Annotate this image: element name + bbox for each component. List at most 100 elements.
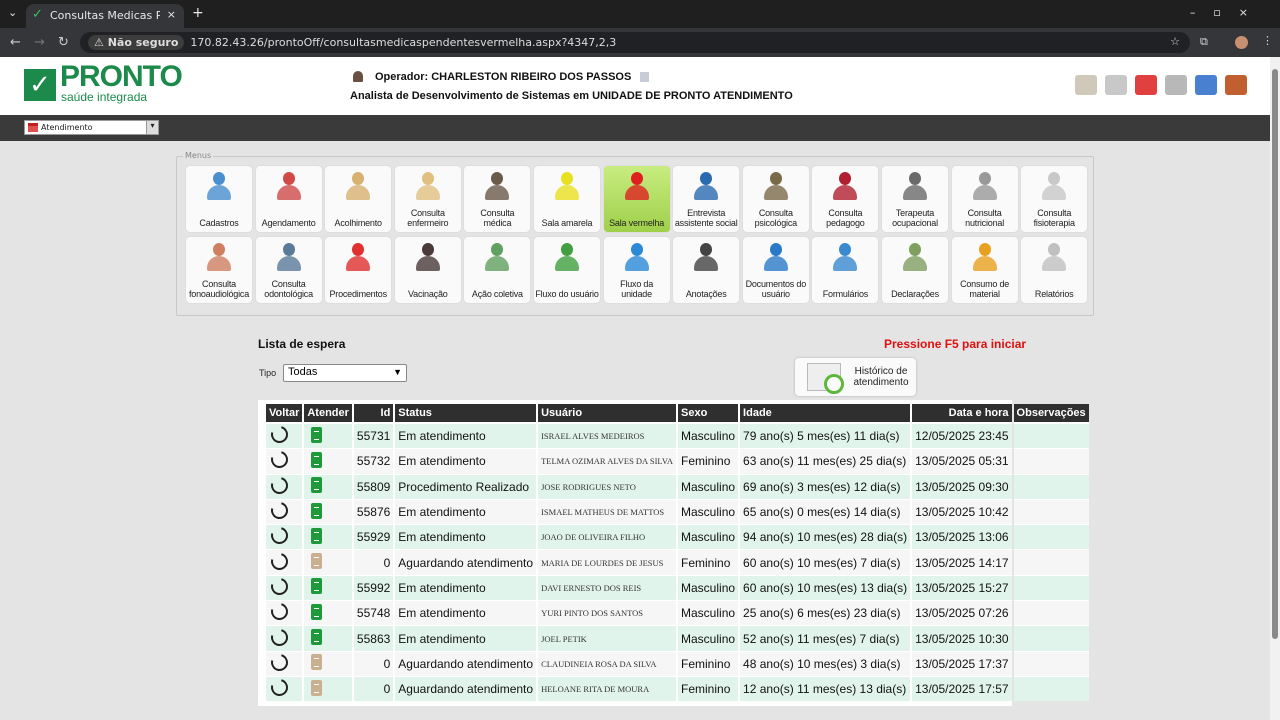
menu-consulta-odontologica[interactable]: Consulta odontológica xyxy=(255,237,322,303)
menu-consulta-pedagogo[interactable]: Consulta pedagogo xyxy=(812,166,879,232)
menu-entrevista-assistente-social[interactable]: Entrevista assistente social xyxy=(673,166,740,232)
chevron-down-icon[interactable]: ▾ xyxy=(146,121,158,134)
logout-icon[interactable] xyxy=(1225,75,1247,95)
camera-icon[interactable] xyxy=(1105,75,1127,95)
undo-icon[interactable] xyxy=(267,498,292,523)
menu-formularios[interactable]: Formulários xyxy=(812,237,879,303)
presentation-icon[interactable] xyxy=(1075,75,1097,95)
menu-consulta-enfermeiro[interactable]: Consulta enfermeiro xyxy=(394,166,461,232)
page-scrollbar[interactable] xyxy=(1270,57,1280,720)
undo-icon[interactable] xyxy=(267,473,292,497)
table-row[interactable]: 0 Aguardando atendimento MARIA DE LOURDES … xyxy=(266,549,1089,575)
extensions-icon[interactable]: ⧉ xyxy=(1200,35,1208,48)
clipboard-icon[interactable] xyxy=(311,527,323,544)
column-header[interactable]: Idade xyxy=(740,404,911,423)
historico-atendimento-button[interactable]: Histórico de atendimento xyxy=(795,358,916,396)
reload-icon[interactable]: ↻ xyxy=(58,35,69,50)
scrollbar-thumb[interactable] xyxy=(1272,69,1278,639)
menu-documentos-do-usuario[interactable]: Documentos do usuário xyxy=(742,237,809,303)
menu-declaracoes[interactable]: Declarações xyxy=(882,237,948,303)
menu-consulta-psicologica[interactable]: Consulta psicológica xyxy=(742,166,809,232)
undo-icon[interactable] xyxy=(267,675,292,700)
usuario-cell: JOAO DE OLIVEIRA FILHO xyxy=(538,524,677,550)
undo-icon[interactable] xyxy=(267,574,292,599)
menu-cadastros[interactable]: Cadastros xyxy=(186,166,252,232)
table-row[interactable]: 55732 Em atendimento TELMA OZIMAR ALVES DA… xyxy=(266,448,1089,474)
menu-sala-vermelha[interactable]: Sala vermelha xyxy=(603,166,670,232)
menu-agendamento[interactable]: Agendamento xyxy=(255,166,322,232)
profile-avatar[interactable] xyxy=(1235,36,1248,49)
table-row[interactable]: 0 Aguardando atendimento HELOANE RITA DE M… xyxy=(266,675,1089,702)
undo-icon[interactable] xyxy=(267,625,292,649)
undo-icon[interactable] xyxy=(267,524,292,548)
clipboard-icon[interactable] xyxy=(311,502,323,519)
column-header[interactable]: Observações xyxy=(1013,404,1089,423)
bar-chart-icon[interactable] xyxy=(1135,75,1157,95)
table-row[interactable]: 55863 Em atendimento JOEL PETIK Masculino 52… xyxy=(266,625,1089,651)
menu-anotacoes[interactable]: Anotações xyxy=(673,237,740,303)
table-row[interactable]: 55731 Em atendimento ISRAEL ALVES MEDEIROS… xyxy=(266,423,1089,449)
undo-icon[interactable] xyxy=(267,549,292,573)
security-indicator[interactable]: ⚠ Não seguro xyxy=(88,35,185,50)
menu-item-label: Consulta enfermeiro xyxy=(407,208,449,228)
menu-procedimentos[interactable]: Procedimentos xyxy=(325,237,392,303)
column-header[interactable]: Data e hora xyxy=(912,404,1012,423)
table-row[interactable]: 55929 Em atendimento JOAO DE OLIVEIRA FILH… xyxy=(266,524,1089,550)
menu-item-label: Relatórios xyxy=(1034,289,1074,299)
menu-consulta-nutricional[interactable]: Consulta nutricional xyxy=(951,166,1018,232)
table-row[interactable]: 55748 Em atendimento YURI PINTO DOS SANTOS… xyxy=(266,600,1089,626)
column-header[interactable]: Status xyxy=(395,404,537,423)
menu-consumo-de-material[interactable]: Consumo de material xyxy=(951,237,1018,303)
window-controls[interactable]: –▫× xyxy=(1189,6,1266,19)
menu-acao-coletiva[interactable]: Ação coletiva xyxy=(464,237,531,303)
clipboard-icon[interactable] xyxy=(311,679,323,696)
column-header[interactable]: Voltar xyxy=(266,404,303,423)
clipboard-icon[interactable] xyxy=(311,477,323,494)
clipboard-icon[interactable] xyxy=(311,654,323,671)
bookmark-star-icon[interactable]: ☆ xyxy=(1170,35,1180,48)
column-header[interactable]: Usuário xyxy=(538,404,677,423)
table-row[interactable]: 55992 Em atendimento DAVI ERNESTO DOS REIS… xyxy=(266,574,1089,601)
megaphone-icon[interactable] xyxy=(1195,75,1217,95)
table-row[interactable]: 55876 Em atendimento ISMAEL MATHEUS DE MAT… xyxy=(266,498,1089,525)
menu-acolhimento[interactable]: Acolhimento xyxy=(325,166,392,232)
forward-icon[interactable]: → xyxy=(34,35,45,50)
menu-terapeuta-ocupacional[interactable]: Terapeuta ocupacional xyxy=(882,166,948,232)
undo-icon[interactable] xyxy=(267,600,292,624)
column-header[interactable]: Id xyxy=(353,404,394,423)
undo-icon[interactable] xyxy=(267,650,292,674)
table-row[interactable]: 0 Aguardando atendimento CLAUDINEIA ROSA D… xyxy=(266,650,1089,676)
clipboard-icon[interactable] xyxy=(311,629,323,646)
tab-list-button[interactable]: ⌄ xyxy=(8,6,18,19)
clipboard-icon[interactable] xyxy=(311,426,323,443)
menu-fluxo-da-unidade[interactable]: Fluxo da unidade xyxy=(603,237,670,303)
menu-consulta-medica[interactable]: Consulta médica xyxy=(464,166,531,232)
clipboard-icon[interactable] xyxy=(311,578,323,595)
url-field[interactable]: ⚠ Não seguro 170.82.43.26/prontoOff/consu… xyxy=(80,32,1190,53)
module-select[interactable]: Atendimento ▾ xyxy=(24,120,159,135)
tipo-select[interactable]: Todas ▼ xyxy=(283,364,407,382)
message-icon[interactable] xyxy=(1165,75,1187,95)
column-header[interactable]: Atender xyxy=(304,404,352,423)
clipboard-icon[interactable] xyxy=(311,553,323,570)
browser-tab[interactable]: ✓ Consultas Medicas Pendentes × xyxy=(26,4,184,28)
menu-fluxo-do-usuario[interactable]: Fluxo do usuário xyxy=(534,237,600,303)
close-tab-icon[interactable]: × xyxy=(166,8,176,21)
undo-icon[interactable] xyxy=(267,423,292,447)
menu-consulta-fonoaudiologica[interactable]: Consulta fonoaudiológica xyxy=(186,237,252,303)
clipboard-icon[interactable] xyxy=(311,603,323,620)
menu-relatorios[interactable]: Relatórios xyxy=(1021,237,1088,303)
menu-icon[interactable]: ⋮ xyxy=(1262,34,1273,47)
menu-vacinacao[interactable]: Vacinação xyxy=(394,237,461,303)
badge-icon[interactable] xyxy=(640,72,649,82)
back-icon[interactable]: ← xyxy=(10,35,21,50)
menu-consulta-fisioterapia[interactable]: Consulta fisioterapia xyxy=(1021,166,1088,232)
id-cell: 55748 xyxy=(353,600,394,626)
column-header[interactable]: Sexo xyxy=(678,404,739,423)
undo-icon[interactable] xyxy=(267,448,292,472)
table-row[interactable]: 55809 Procedimento Realizado JOSE RODRIGUE… xyxy=(266,473,1089,499)
usuario-cell: DAVI ERNESTO DOS REIS xyxy=(538,574,677,601)
menu-sala-amarela[interactable]: Sala amarela xyxy=(534,166,600,232)
new-tab-button[interactable]: + xyxy=(192,5,204,21)
clipboard-icon[interactable] xyxy=(311,451,323,468)
